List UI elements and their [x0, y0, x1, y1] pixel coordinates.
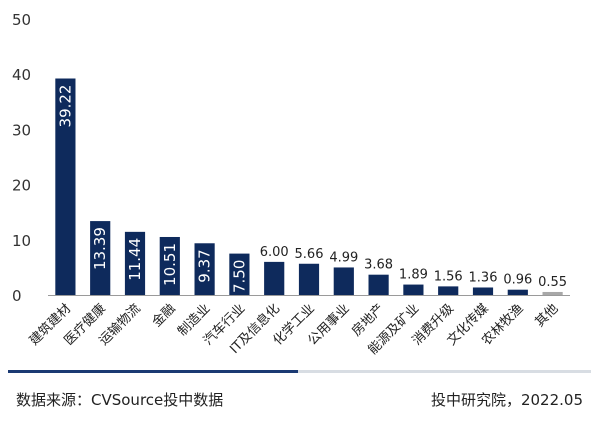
bar — [438, 286, 459, 295]
bar-value-label: 0.55 — [538, 275, 567, 290]
y-tick-label: 30 — [12, 121, 31, 139]
bar-value-label: 4.99 — [329, 250, 358, 265]
bar — [542, 291, 563, 295]
footer-divider — [8, 370, 591, 373]
bar — [229, 253, 250, 295]
bar — [403, 284, 424, 295]
y-tick-label: 0 — [12, 287, 22, 305]
y-tick-label: 40 — [12, 66, 31, 84]
bar-value-label: 39.22 — [56, 85, 74, 128]
bar — [333, 267, 354, 295]
bar — [124, 231, 146, 295]
bar-value-label: 3.68 — [364, 258, 393, 273]
bar — [55, 78, 76, 295]
bar — [472, 287, 494, 295]
bar — [507, 289, 528, 295]
bar-value-label: 1.36 — [469, 270, 498, 285]
bar-value-label: 1.89 — [399, 268, 428, 283]
bar — [368, 274, 389, 295]
bar — [264, 261, 285, 295]
bar-value-label: 7.50 — [230, 260, 248, 293]
bar-value-label: 11.44 — [126, 238, 144, 281]
credit-note: 投中研究院，2022.05 — [430, 391, 583, 409]
bar-value-label: 6.00 — [260, 245, 289, 260]
bar-value-label: 1.56 — [434, 269, 463, 284]
bar — [298, 263, 320, 295]
bar-value-label: 10.51 — [161, 243, 179, 286]
bar-value-label: 9.37 — [196, 249, 214, 282]
bar — [194, 243, 215, 295]
x-tick-label: 金融 — [149, 301, 179, 331]
bar — [90, 221, 111, 295]
y-tick-label: 10 — [12, 232, 31, 250]
y-tick-label: 20 — [12, 177, 31, 195]
source-note: 数据来源：CVSource投中数据 — [16, 391, 224, 409]
y-tick-label: 50 — [12, 11, 31, 29]
bar — [159, 236, 180, 295]
bar-value-label: 0.96 — [503, 273, 532, 288]
x-tick-label: 其他 — [532, 301, 561, 330]
bar-chart: 0102030405039.22建筑建材13.39医疗健康11.44运输物流10… — [12, 11, 570, 358]
bar-value-label: 13.39 — [91, 227, 109, 270]
footer-divider-accent — [8, 370, 298, 373]
bar-value-label: 5.66 — [295, 247, 324, 262]
